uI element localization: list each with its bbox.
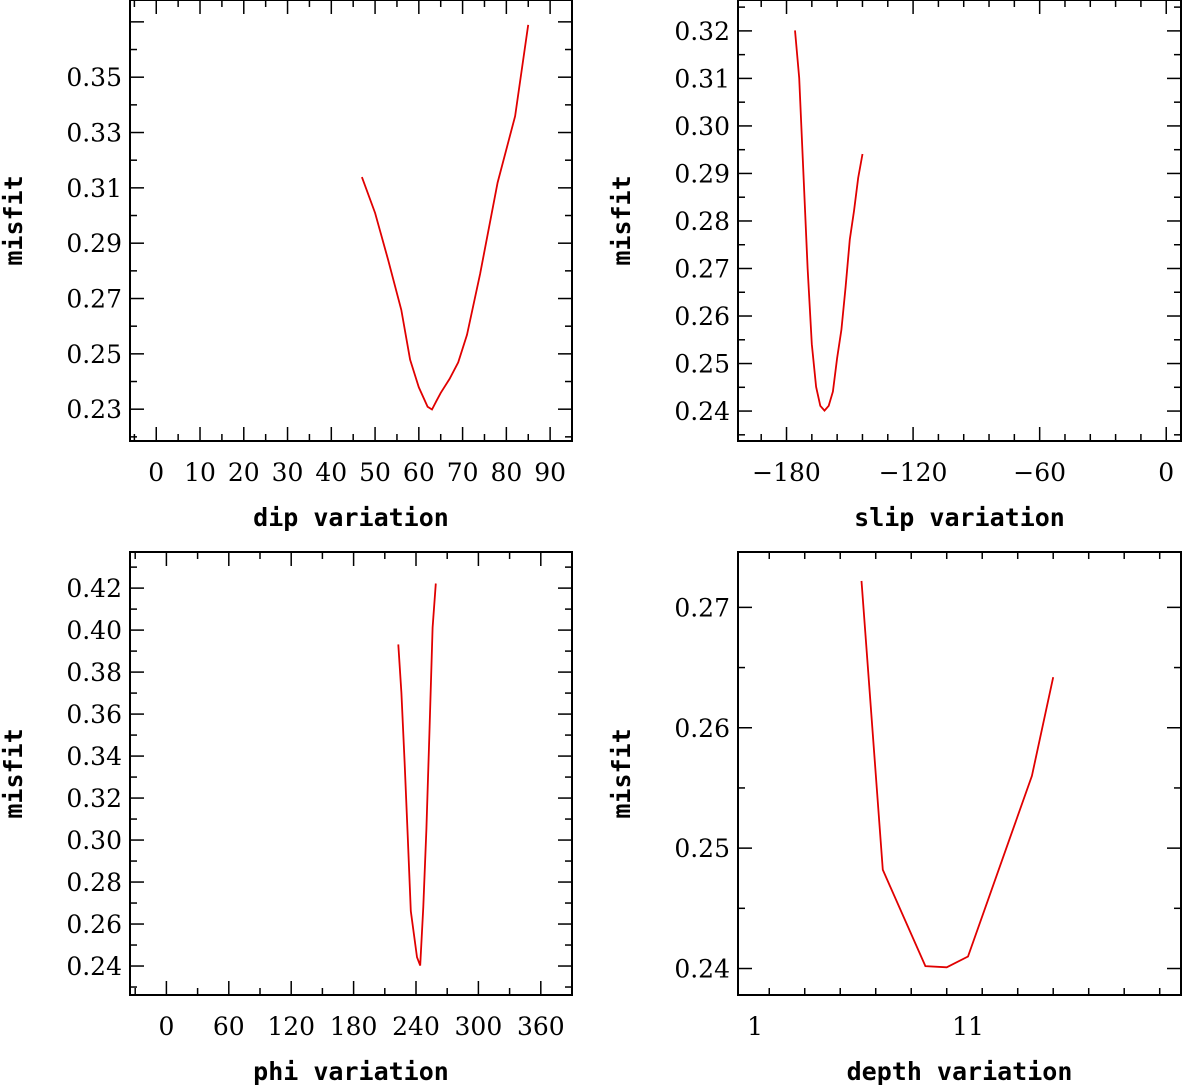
- x-tick-label: 0: [148, 458, 164, 487]
- y-tick-label: 0.25: [674, 350, 730, 379]
- plot-frame: [737, 551, 1182, 996]
- y-tick-label: 0.26: [66, 910, 122, 939]
- x-tick-label: 40: [315, 458, 347, 487]
- x-tick-label: 60: [403, 458, 435, 487]
- y-tick-label: 0.29: [674, 159, 730, 188]
- y-axis-title: misfit: [607, 175, 636, 265]
- x-axis-title: slip variation: [854, 503, 1065, 532]
- y-axis-title: misfit: [0, 175, 28, 265]
- y-tick-label: 0.24: [66, 952, 122, 981]
- x-tick-label: 70: [447, 458, 479, 487]
- x-tick-label: −180: [752, 458, 821, 487]
- y-tick-label: 0.38: [66, 658, 122, 687]
- x-tick-label: 120: [267, 1012, 315, 1041]
- x-axis-title: depth variation: [847, 1057, 1073, 1086]
- y-tick-label: 0.34: [66, 742, 122, 771]
- y-tick-label: 0.42: [66, 574, 122, 603]
- y-tick-label: 0.31: [674, 64, 730, 93]
- y-tick-label: 0.28: [674, 207, 730, 236]
- x-tick-label: 11: [952, 1012, 984, 1041]
- y-tick-label: 0.25: [674, 834, 730, 863]
- y-tick-label: 0.28: [66, 868, 122, 897]
- y-tick-label: 0.27: [674, 254, 730, 283]
- x-tick-label: 300: [455, 1012, 503, 1041]
- x-tick-label: 10: [184, 458, 216, 487]
- y-tick-label: 0.40: [66, 616, 122, 645]
- y-tick-label: 0.30: [674, 112, 730, 141]
- chart-panel: −180 −120 −60 0 0.24 0.25 0.26 0.27 0.28 0.29 0.30…: [607, 0, 1182, 532]
- x-tick-label: 1: [747, 1012, 763, 1041]
- y-tick-label: 0.24: [674, 397, 730, 426]
- series-line: [361, 24, 530, 411]
- x-tick-label: −120: [879, 458, 948, 487]
- x-tick-label: 240: [392, 1012, 440, 1041]
- x-tick-label: 80: [490, 458, 522, 487]
- chart-panel: 0 60 120 180 240 300 360 0.24 0.26 0.28 0.30 0.32 0.…: [0, 551, 573, 1086]
- y-tick-label: 0.27: [66, 285, 122, 314]
- x-axis-title: phi variation: [253, 1057, 449, 1086]
- y-tick-label: 0.30: [66, 826, 122, 855]
- x-tick-label: 360: [517, 1012, 565, 1041]
- y-axis-title: misfit: [607, 728, 636, 818]
- chart-panel: 0 10 20 30 40 50 60 70 80 90 0.23 0.25 0.27 0.29 0.31 0…: [0, 0, 573, 532]
- series-line: [397, 583, 437, 966]
- plot-frame: [129, 551, 573, 996]
- y-tick-label: 0.35: [66, 63, 122, 92]
- x-tick-label: 0: [158, 1012, 174, 1041]
- y-tick-label: 0.32: [674, 17, 730, 46]
- y-tick-label: 0.27: [674, 593, 730, 622]
- series-line: [794, 30, 864, 412]
- y-tick-label: 0.33: [66, 119, 122, 148]
- y-tick-label: 0.26: [674, 302, 730, 331]
- y-tick-label: 0.29: [66, 229, 122, 258]
- y-tick-label: 0.23: [66, 395, 122, 424]
- y-tick-label: 0.31: [66, 174, 122, 203]
- x-tick-label: 20: [228, 458, 260, 487]
- x-tick-label: 90: [534, 458, 566, 487]
- series-line: [860, 580, 1055, 969]
- y-axis-title: misfit: [0, 728, 28, 818]
- y-tick-label: 0.26: [674, 714, 730, 743]
- x-tick-label: −60: [1013, 458, 1066, 487]
- y-tick-label: 0.32: [66, 784, 122, 813]
- x-tick-label: 60: [213, 1012, 245, 1041]
- y-tick-label: 0.36: [66, 700, 122, 729]
- x-tick-label: 0: [1158, 458, 1174, 487]
- x-axis-title: dip variation: [253, 503, 449, 532]
- y-tick-label: 0.24: [674, 955, 730, 984]
- x-tick-label: 180: [330, 1012, 378, 1041]
- x-tick-label: 50: [359, 458, 391, 487]
- x-tick-label: 30: [272, 458, 304, 487]
- y-tick-label: 0.25: [66, 340, 122, 369]
- plot-frame: [737, 0, 1182, 442]
- plot-frame: [129, 0, 573, 442]
